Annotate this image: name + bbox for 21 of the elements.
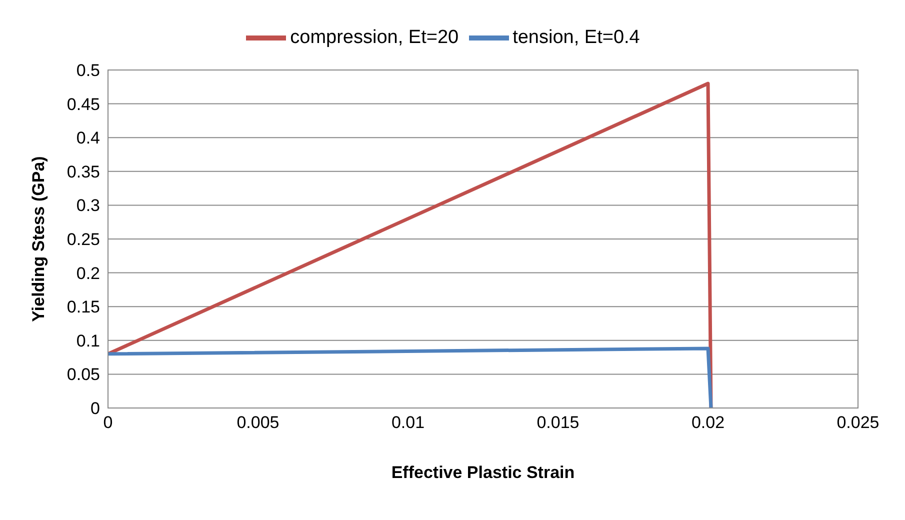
y-axis-title: Yielding Stess (GPa)	[29, 156, 48, 322]
y-tick-label: 0.45	[66, 94, 100, 114]
y-tick-label: 0.15	[66, 298, 100, 317]
y-tick-label: 0.25	[66, 230, 100, 250]
x-tick-label: 0.01	[391, 413, 425, 432]
x-tick-label: 0.02	[691, 413, 725, 432]
x-axis-title: Effective Plastic Strain	[391, 463, 575, 482]
legend-label: tension, Et=0.4	[512, 27, 640, 48]
y-tick-label: 0.35	[66, 162, 100, 182]
x-tick-label: 0.025	[836, 413, 880, 432]
y-tick-label: 0.2	[76, 264, 100, 283]
y-tick-label: 0.5	[76, 61, 100, 80]
legend-label: compression, Et=20	[290, 27, 459, 48]
y-tick-label: 0.4	[76, 128, 100, 148]
y-tick-label: 0.1	[76, 331, 100, 350]
x-tick-label: 0.005	[236, 413, 280, 432]
y-tick-label: 0.05	[66, 365, 100, 384]
x-tick-label: 0	[103, 413, 113, 432]
x-tick-label: 0.015	[536, 413, 580, 432]
y-tick-label: 0.3	[76, 196, 100, 216]
y-tick-label: 0	[90, 399, 100, 418]
